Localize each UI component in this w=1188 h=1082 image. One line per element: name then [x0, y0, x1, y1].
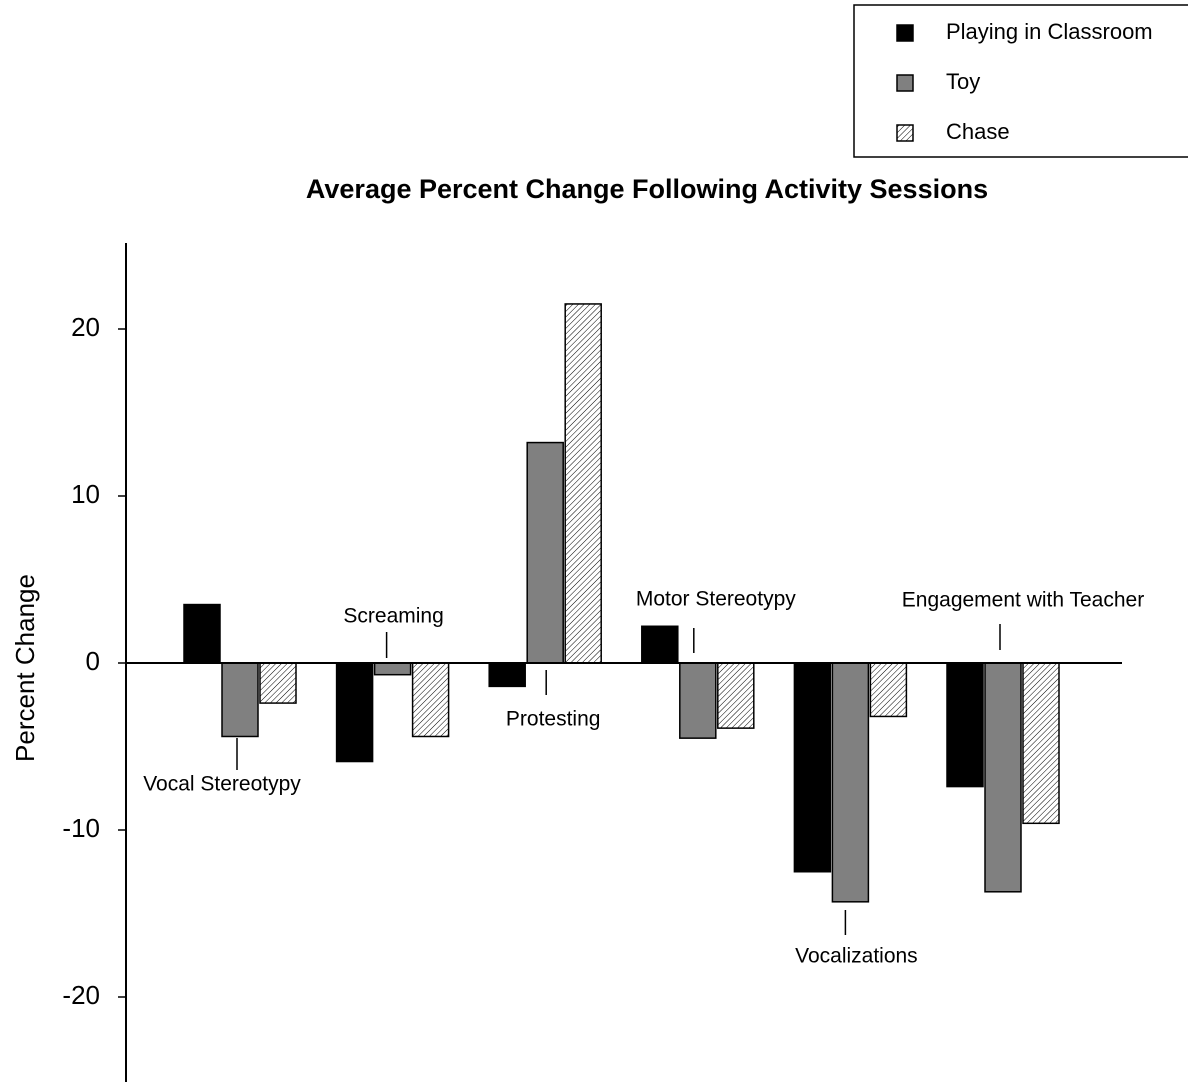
bar: [183, 603, 221, 664]
category-label: Motor Stereotypy: [636, 588, 796, 611]
bar: [221, 662, 259, 738]
legend-label: Playing in Classroom: [946, 19, 1153, 44]
y-tick-label: -20: [62, 980, 100, 1010]
legend-swatch: [896, 24, 914, 42]
category-label: Screaming: [343, 605, 443, 628]
legend-label: Chase: [946, 119, 1010, 144]
bar: [984, 662, 1022, 893]
bar: [717, 662, 755, 729]
bar: [488, 662, 526, 688]
bar: [564, 303, 602, 664]
bar: [679, 662, 717, 739]
y-tick-label: 10: [71, 479, 100, 509]
legend-label: Toy: [946, 69, 980, 94]
category-label: Vocalizations: [795, 945, 918, 968]
y-tick-label: -10: [62, 813, 100, 843]
y-axis-title: Percent Change: [10, 574, 40, 762]
bar: [793, 662, 832, 873]
bar: [641, 625, 679, 664]
y-tick-label: 20: [71, 312, 100, 342]
bar: [411, 662, 450, 738]
bar: [831, 662, 870, 903]
category-label: Vocal Stereotypy: [143, 773, 301, 796]
chart-title: Average Percent Change Following Activit…: [306, 174, 988, 204]
bar: [373, 662, 412, 676]
bar: [1022, 662, 1060, 825]
bar: [946, 662, 984, 788]
bar: [869, 662, 908, 718]
legend-swatch: [896, 74, 914, 92]
bar: [526, 441, 564, 664]
y-tick-label: 0: [86, 646, 100, 676]
legend-swatch: [896, 124, 914, 142]
bar: [335, 662, 374, 763]
category-label: Protesting: [506, 708, 601, 731]
category-label: Engagement with Teacher: [902, 589, 1144, 612]
bar: [259, 662, 297, 704]
